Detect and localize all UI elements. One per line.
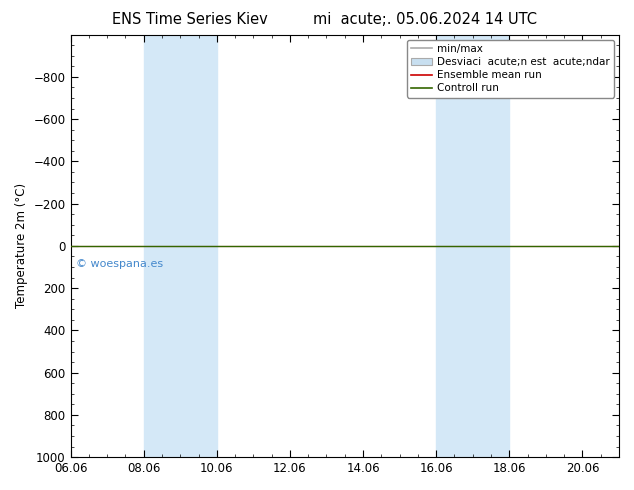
Legend: min/max, Desviaci  acute;n est  acute;ndar, Ensemble mean run, Controll run: min/max, Desviaci acute;n est acute;ndar… [406,40,614,98]
Text: © woespana.es: © woespana.es [76,259,163,269]
Text: ENS Time Series Kiev: ENS Time Series Kiev [112,12,268,27]
Y-axis label: Temperature 2m (°C): Temperature 2m (°C) [15,183,28,308]
Bar [144,35,217,457]
Bar [436,35,509,457]
Text: mi  acute;. 05.06.2024 14 UTC: mi acute;. 05.06.2024 14 UTC [313,12,537,27]
